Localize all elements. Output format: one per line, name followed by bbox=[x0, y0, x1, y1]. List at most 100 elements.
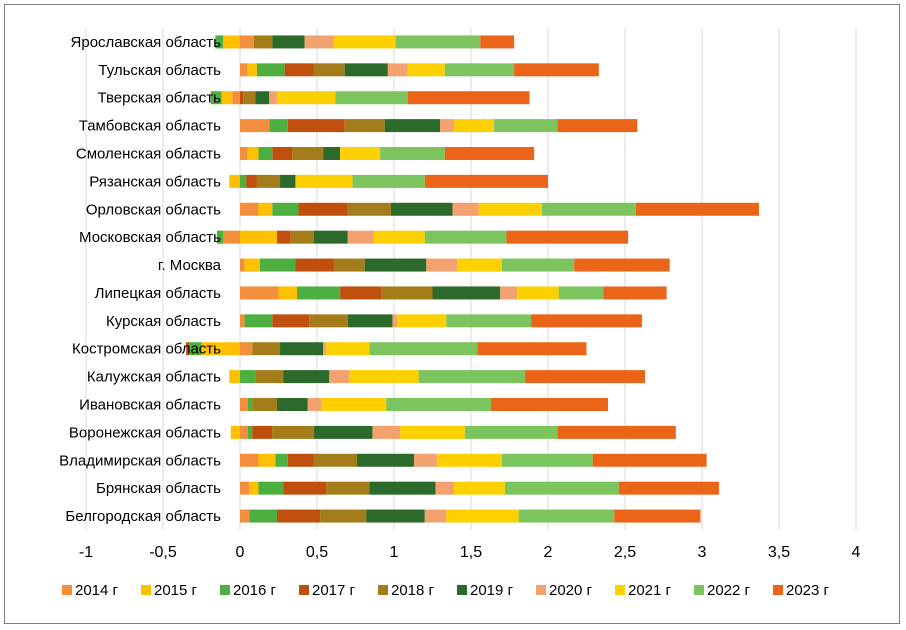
category-label: Московская область bbox=[79, 229, 221, 246]
bar-segment bbox=[253, 35, 273, 49]
bar-segment bbox=[240, 202, 259, 216]
bar-segment bbox=[407, 63, 445, 77]
bar-segment bbox=[435, 481, 455, 495]
bar-row-брянская-область bbox=[240, 481, 719, 495]
bar-segment bbox=[500, 286, 518, 300]
bar-segment bbox=[243, 91, 256, 105]
x-tick-label: 1 bbox=[390, 544, 399, 561]
bar-segment bbox=[558, 286, 604, 300]
bar-segment bbox=[478, 202, 542, 216]
legend-swatch bbox=[141, 585, 151, 595]
bar-segment bbox=[387, 63, 408, 77]
bar-segment bbox=[335, 91, 408, 105]
bar-segment bbox=[340, 147, 381, 160]
bar-segment bbox=[372, 425, 401, 439]
bar-segment bbox=[272, 425, 314, 439]
bar-segment bbox=[272, 35, 305, 49]
bar-segment bbox=[454, 481, 505, 495]
bar-segment bbox=[276, 230, 291, 244]
bar-segment bbox=[240, 342, 253, 356]
bar-segment bbox=[320, 509, 367, 523]
category-labels: Ярославская область Тульская область Тверс… bbox=[59, 34, 222, 525]
bar-segment bbox=[321, 398, 387, 411]
bar-segment bbox=[514, 63, 599, 77]
legend-swatch bbox=[694, 585, 704, 595]
bar-segment bbox=[395, 35, 481, 49]
category-label: Рязанская область bbox=[89, 173, 221, 190]
bar-segment bbox=[258, 202, 273, 216]
legend-swatch bbox=[615, 585, 625, 595]
bar-segment bbox=[384, 119, 441, 133]
bar-segment bbox=[247, 63, 257, 77]
bar-segment bbox=[249, 481, 259, 495]
bar-segment bbox=[272, 202, 299, 216]
bar-segment bbox=[440, 119, 455, 133]
bar-segment bbox=[269, 119, 288, 133]
legend-swatch bbox=[299, 585, 309, 595]
legend-swatch bbox=[457, 585, 467, 595]
bar-segment bbox=[506, 230, 629, 244]
bar-segment bbox=[292, 147, 324, 160]
bar-segment bbox=[240, 174, 247, 188]
bar-segment bbox=[249, 509, 277, 523]
bar-segment bbox=[246, 174, 257, 188]
bar-segment bbox=[480, 35, 515, 49]
bar-segment bbox=[240, 398, 248, 411]
bar-segment bbox=[446, 509, 519, 523]
bar-segment bbox=[347, 230, 374, 244]
bar-segment bbox=[326, 481, 370, 495]
bar-segment bbox=[437, 453, 502, 467]
bar-segment bbox=[446, 314, 532, 328]
category-label: Владимирская область bbox=[59, 452, 221, 469]
bar-segment bbox=[517, 286, 559, 300]
bar-segment bbox=[258, 453, 276, 467]
legend-item: 2023 г bbox=[773, 582, 830, 599]
bar-segment bbox=[501, 453, 593, 467]
bar-segment bbox=[287, 453, 314, 467]
legend-item: 2017 г bbox=[299, 582, 356, 599]
bar-segment bbox=[240, 370, 256, 384]
bar-segment bbox=[255, 370, 284, 384]
bar-segment bbox=[432, 286, 501, 300]
gridlines bbox=[85, 28, 857, 530]
bar-segment bbox=[240, 63, 248, 77]
bar-segment bbox=[240, 453, 259, 467]
bar-segment bbox=[240, 119, 270, 133]
bar-segment bbox=[216, 230, 224, 244]
bar-segment bbox=[221, 91, 233, 105]
x-tick-label: 3 bbox=[698, 544, 707, 561]
bar-row-ивановская-область bbox=[240, 398, 609, 411]
legend-swatch bbox=[378, 585, 388, 595]
bar-row-смоленская-область bbox=[240, 147, 535, 160]
bar-row-калужская-область bbox=[229, 370, 646, 384]
bar-segment bbox=[252, 342, 281, 356]
bar-segment bbox=[390, 202, 453, 216]
bar-segment bbox=[349, 370, 419, 384]
bar-segment bbox=[557, 119, 638, 133]
bar-segment bbox=[373, 230, 425, 244]
bar-segment bbox=[313, 230, 348, 244]
bar-segment bbox=[283, 370, 330, 384]
bar-segment bbox=[256, 63, 285, 77]
x-tick-label: 4 bbox=[852, 544, 861, 561]
bar-segment bbox=[392, 314, 398, 328]
bar-segment bbox=[491, 398, 609, 411]
bar-segment bbox=[407, 91, 530, 105]
legend-label: 2022 г bbox=[707, 582, 751, 599]
bar-segment bbox=[366, 509, 425, 523]
bar-segment bbox=[287, 119, 345, 133]
bar-segment bbox=[369, 342, 478, 356]
bar-segment bbox=[276, 509, 321, 523]
bar-segment bbox=[247, 425, 253, 439]
bar-segment bbox=[295, 258, 334, 272]
bar-segment bbox=[635, 202, 759, 216]
bar-segment bbox=[313, 453, 358, 467]
bar-segment bbox=[347, 314, 393, 328]
bar-segment bbox=[344, 119, 385, 133]
bar-segment bbox=[329, 370, 350, 384]
bar-segment bbox=[275, 453, 288, 467]
legend-label: 2014 г bbox=[75, 582, 119, 599]
bar-segment bbox=[280, 174, 296, 188]
bar-segment bbox=[352, 174, 425, 188]
bar-segment bbox=[223, 230, 240, 244]
